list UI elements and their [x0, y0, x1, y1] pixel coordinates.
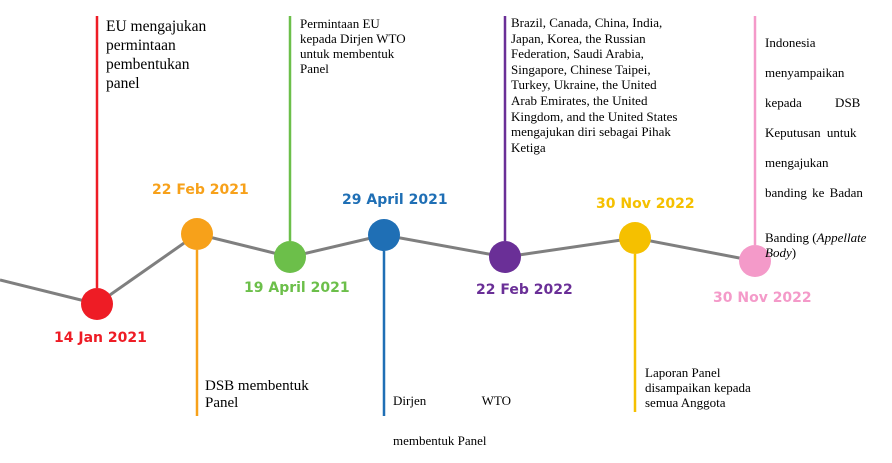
- event-text-22-feb-2021: DSB membentuk Panel: [205, 378, 309, 411]
- event-text-29-april-2021: Dirjen WTO membentuk Panel: [393, 378, 511, 463]
- event-text-29-april-2021-line1-left: Dirjen: [393, 393, 427, 408]
- date-label-30-nov-2022-a: 30 Nov 2022: [596, 196, 695, 212]
- timeline-diagram: [0, 16, 771, 416]
- date-label-14-jan-2021: 14 Jan 2021: [54, 330, 147, 346]
- node-ev-29-april-2021: [368, 219, 400, 251]
- event-text-29-april-2021-line1-right: WTO: [481, 393, 511, 408]
- timeline-line: [0, 232, 756, 306]
- node-ev-22-feb-2022: [489, 241, 521, 273]
- event-text-30-nov-2022-b-last-close: ): [791, 245, 797, 260]
- event-text-30-nov-2022-b-line-5: banding ke Badan: [765, 185, 863, 200]
- event-text-19-april-2021: Permintaan EU kepada Dirjen WTO untuk me…: [300, 16, 406, 76]
- node-ev-30-nov-2022-a: [619, 222, 651, 254]
- event-text-30-nov-2022-b-line-6: Banding (Appellate Body): [765, 215, 873, 260]
- event-text-30-nov-2022-b-line-1: menyampaikan: [765, 65, 845, 80]
- event-text-30-nov-2022-a: Laporan Panel disampaikan kepada semua A…: [645, 365, 751, 410]
- event-text-30-nov-2022-b-line-0: Indonesia: [765, 35, 816, 50]
- node-ev-14-jan-2021: [81, 288, 113, 320]
- timeline-stems: [95, 16, 757, 416]
- event-text-30-nov-2022-b-line-2-text: kepada DSB: [765, 95, 861, 110]
- date-label-19-april-2021: 19 April 2021: [244, 280, 350, 296]
- event-text-30-nov-2022-b-line-2: kepada DSB: [765, 95, 873, 110]
- date-label-29-april-2021: 29 April 2021: [342, 192, 448, 208]
- event-text-30-nov-2022-b-last-italic: Appellate Body: [765, 230, 867, 260]
- event-text-14-jan-2021: EU mengajukan permintaan pembentukan pan…: [106, 18, 207, 92]
- timeline-connector: [0, 232, 756, 306]
- event-text-22-feb-2022: Brazil, Canada, China, India, Japan, Kor…: [511, 15, 678, 155]
- timeline-nodes: [81, 218, 771, 320]
- date-label-22-feb-2021: 22 Feb 2021: [152, 182, 249, 198]
- node-ev-30-nov-2022-b: [739, 245, 771, 277]
- node-ev-22-feb-2021: [181, 218, 213, 250]
- event-text-29-april-2021-line2: membentuk Panel: [393, 433, 487, 448]
- date-label-30-nov-2022-b: 30 Nov 2022: [713, 290, 812, 306]
- event-text-30-nov-2022-b: Indonesia menyampaikan kepada DSB Keputu…: [765, 20, 873, 275]
- node-ev-19-april-2021: [274, 241, 306, 273]
- event-text-30-nov-2022-b-line-3: Keputusan untuk: [765, 125, 857, 140]
- event-text-30-nov-2022-b-line-4: mengajukan: [765, 155, 829, 170]
- date-label-22-feb-2022: 22 Feb 2022: [476, 282, 573, 298]
- event-text-30-nov-2022-b-last-plain: Banding (: [765, 230, 817, 245]
